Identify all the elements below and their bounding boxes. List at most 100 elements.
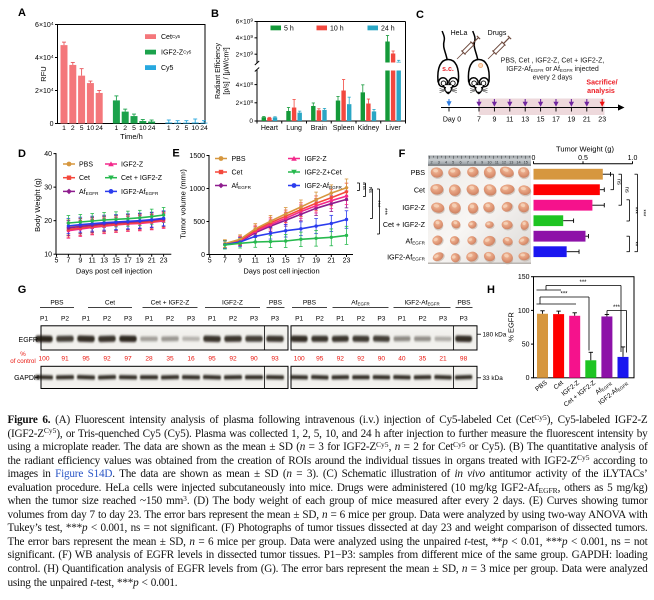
svg-text:24: 24 [200, 125, 208, 132]
svg-text:5: 5 [185, 125, 189, 132]
svg-text:ns: ns [616, 179, 622, 185]
svg-text:Cet + IGF2-Z: Cet + IGF2-Z [151, 300, 190, 307]
svg-text:8: 8 [474, 160, 476, 164]
svg-text:EGFR: EGFR [19, 337, 38, 344]
svg-text:every 2 days: every 2 days [533, 75, 573, 82]
svg-text:P1: P1 [336, 316, 344, 323]
svg-text:4×109: 4×109 [236, 34, 254, 42]
svg-text:2×104: 2×104 [35, 87, 54, 95]
svg-text:93: 93 [271, 356, 279, 363]
svg-text:H: H [487, 284, 495, 296]
svg-text:***: *** [632, 207, 638, 215]
svg-text:15: 15 [537, 117, 545, 124]
svg-text:CetCy5: CetCy5 [161, 34, 181, 42]
svg-text:P1: P1 [82, 316, 90, 323]
svg-text:5 h: 5 h [284, 25, 294, 32]
svg-text:3: 3 [438, 160, 440, 164]
svg-text:AfEGFR: AfEGFR [351, 300, 369, 307]
svg-text:5: 5 [132, 125, 136, 132]
svg-text:Days post cell injection: Days post cell injection [76, 267, 152, 276]
svg-text:5: 5 [452, 160, 454, 164]
svg-text:P2: P2 [229, 316, 237, 323]
svg-text:IGF2-ZCy5: IGF2-ZCy5 [161, 49, 192, 57]
svg-text:Lung: Lung [286, 125, 302, 132]
svg-text:95: 95 [82, 356, 90, 363]
svg-text:11: 11 [252, 258, 259, 265]
svg-text:4×104: 4×104 [35, 54, 54, 62]
svg-text:10: 10 [487, 160, 491, 164]
svg-text:***: *** [560, 292, 568, 298]
svg-text:Drugs: Drugs [488, 30, 507, 37]
svg-text:PBS: PBS [411, 168, 426, 177]
svg-text:P3: P3 [377, 316, 385, 323]
svg-text:HeLa: HeLa [451, 30, 468, 37]
svg-text:P2: P2 [166, 316, 174, 323]
svg-text:12: 12 [502, 160, 506, 164]
svg-text:21: 21 [327, 258, 335, 265]
svg-text:17: 17 [552, 117, 560, 124]
svg-text:Kidney: Kidney [358, 125, 380, 132]
svg-text:PBS: PBS [50, 300, 64, 307]
svg-text:24 h: 24 h [381, 25, 395, 32]
svg-text:PBS: PBS [457, 300, 471, 307]
svg-text:4×108: 4×108 [236, 81, 254, 89]
svg-text:30: 30 [44, 185, 52, 192]
svg-text:16: 16 [187, 356, 195, 363]
svg-text:Day 0: Day 0 [443, 117, 461, 124]
svg-text:P3: P3 [124, 316, 132, 323]
svg-text:**: ** [632, 242, 638, 247]
svg-text:IGF2-Z: IGF2-Z [222, 300, 243, 307]
svg-text:2×109: 2×109 [236, 50, 254, 58]
svg-text:7: 7 [223, 258, 227, 265]
svg-text:ns: ns [361, 184, 367, 190]
svg-text:33 kDa: 33 kDa [483, 375, 504, 382]
svg-text:95: 95 [208, 356, 216, 363]
svg-text:B: B [211, 8, 219, 20]
svg-text:9: 9 [481, 160, 483, 164]
svg-text:10: 10 [44, 252, 52, 259]
svg-text:P3: P3 [250, 316, 258, 323]
svg-text:90: 90 [378, 356, 386, 363]
svg-text:28: 28 [145, 356, 153, 363]
svg-text:1500: 1500 [189, 153, 205, 160]
svg-text:***: *** [374, 200, 380, 208]
svg-text:15: 15 [112, 258, 120, 265]
svg-text:GAPDH: GAPDH [14, 375, 39, 382]
svg-text:92: 92 [357, 356, 365, 363]
svg-text:15: 15 [524, 160, 528, 164]
svg-text:PBS: PBS [269, 300, 283, 307]
svg-text:13: 13 [509, 160, 513, 164]
svg-text:analysis: analysis [587, 88, 615, 95]
svg-text:11: 11 [89, 258, 96, 265]
svg-text:13: 13 [267, 258, 275, 265]
svg-text:5: 5 [55, 258, 59, 265]
svg-text:5: 5 [80, 125, 84, 132]
svg-text:21: 21 [148, 258, 156, 265]
svg-text:0: 0 [532, 155, 536, 162]
svg-text:24: 24 [148, 125, 156, 132]
svg-text:19: 19 [312, 258, 320, 265]
svg-text:1.0: 1.0 [628, 155, 638, 162]
svg-text:P2: P2 [61, 316, 69, 323]
svg-text:IGF2-AfEGFR or AfEGFR injected: IGF2-AfEGFR or AfEGFR injected [506, 66, 599, 73]
svg-text:150: 150 [518, 274, 530, 281]
svg-text:17: 17 [124, 258, 132, 265]
svg-text:Time/h: Time/h [120, 132, 143, 141]
svg-text:35: 35 [166, 356, 174, 363]
svg-text:Heart: Heart [261, 125, 278, 132]
svg-text:P3: P3 [439, 316, 447, 323]
svg-text:23: 23 [598, 117, 606, 124]
svg-text:23: 23 [160, 258, 168, 265]
svg-text:23: 23 [343, 258, 351, 265]
svg-text:20: 20 [44, 218, 52, 225]
svg-text:2: 2 [71, 125, 75, 132]
svg-text:P3: P3 [271, 316, 279, 323]
svg-text:24: 24 [95, 125, 103, 132]
svg-text:19: 19 [568, 117, 576, 124]
svg-text:10: 10 [191, 125, 199, 132]
svg-text:PBS: PBS [534, 379, 549, 393]
svg-text:PBS: PBS [232, 156, 246, 163]
svg-text:2: 2 [430, 160, 432, 164]
svg-text:IGF2-Z+Cet: IGF2-Z+Cet [305, 170, 342, 177]
svg-text:7: 7 [467, 160, 469, 164]
